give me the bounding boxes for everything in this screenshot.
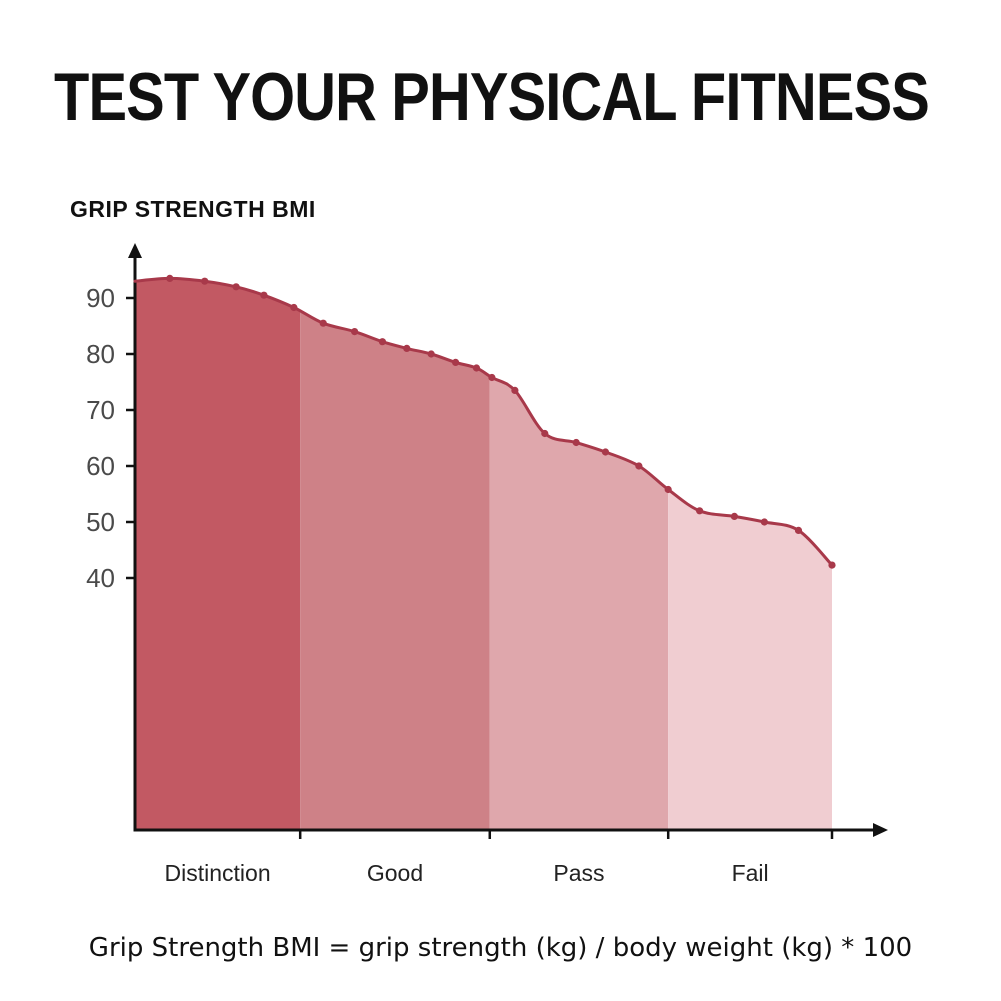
svg-text:90: 90 <box>86 283 115 313</box>
svg-text:Good: Good <box>367 860 423 886</box>
chart-heading: GRIP STRENGTH BMI <box>70 196 316 222</box>
page-title: TEST YOUR PHYSICAL FITNESS <box>54 59 930 135</box>
svg-text:Fail: Fail <box>732 860 769 886</box>
svg-text:60: 60 <box>86 451 115 481</box>
svg-text:70: 70 <box>86 395 115 425</box>
svg-text:80: 80 <box>86 339 115 369</box>
svg-text:Pass: Pass <box>553 860 604 886</box>
formula-caption: Grip Strength BMI = grip strength (kg) /… <box>88 933 913 963</box>
svg-text:Distinction: Distinction <box>165 860 271 886</box>
svg-text:50: 50 <box>86 507 115 537</box>
svg-text:40: 40 <box>86 563 115 593</box>
